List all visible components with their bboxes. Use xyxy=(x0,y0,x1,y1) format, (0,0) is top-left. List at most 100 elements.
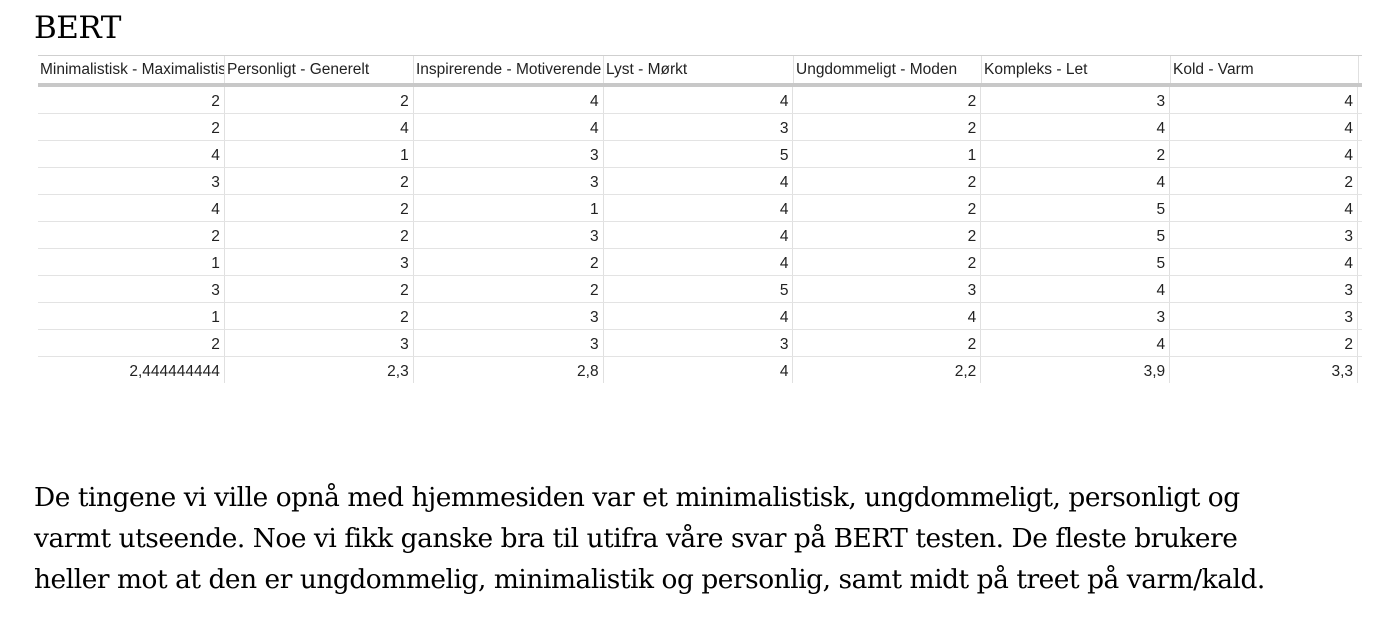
table-cell[interactable]: 4 xyxy=(604,168,794,194)
paragraph-line: De tingene vi ville opnå med hjemmesiden… xyxy=(34,482,1240,513)
table-cell[interactable]: 3 xyxy=(414,303,604,329)
table-cell[interactable]: 2 xyxy=(981,141,1171,167)
table-cell[interactable]: 4 xyxy=(981,276,1171,302)
paragraph-line: heller mot at den er ungdommelig, minima… xyxy=(34,564,1265,595)
table-cell[interactable]: 3 xyxy=(225,249,414,275)
table-cell[interactable]: 4 xyxy=(604,357,794,383)
table-cell[interactable]: 1 xyxy=(38,249,225,275)
table-cell[interactable]: 4 xyxy=(981,114,1171,140)
table-cell[interactable]: 2 xyxy=(793,195,982,221)
table-cell[interactable]: 4 xyxy=(414,87,604,113)
table-cell[interactable]: 4 xyxy=(1170,195,1359,221)
table-cell[interactable]: 2 xyxy=(38,114,225,140)
table-cell[interactable]: 4 xyxy=(414,114,604,140)
bert-results-table: Minimalistisk - Maximalistisk Personligt… xyxy=(38,55,1362,384)
column-header[interactable]: Kompleks - Let xyxy=(982,56,1171,83)
table-cell[interactable]: 5 xyxy=(604,276,794,302)
table-cell[interactable]: 3 xyxy=(1170,303,1359,329)
table-cell[interactable]: 2 xyxy=(225,195,414,221)
column-header[interactable]: Personligt - Generelt xyxy=(225,56,414,83)
table-cell[interactable]: 4 xyxy=(1170,249,1359,275)
table-cell[interactable]: 5 xyxy=(981,249,1171,275)
column-header[interactable]: Kold - Varm xyxy=(1171,56,1359,83)
table-cell[interactable]: 4 xyxy=(981,168,1171,194)
table-cell[interactable]: 5 xyxy=(981,195,1171,221)
table-cell[interactable]: 5 xyxy=(604,141,794,167)
table-cell[interactable]: 4 xyxy=(1170,141,1359,167)
table-cell[interactable]: 2 xyxy=(793,249,982,275)
table-cell[interactable]: 4 xyxy=(1170,87,1359,113)
table-cell[interactable]: 4 xyxy=(1170,114,1359,140)
table-cell[interactable]: 4 xyxy=(38,195,225,221)
table-cell[interactable]: 4 xyxy=(225,114,414,140)
table-cell[interactable]: 3 xyxy=(38,168,225,194)
table-cell[interactable]: 4 xyxy=(38,141,225,167)
table-cell[interactable]: 4 xyxy=(604,222,794,248)
column-header[interactable]: Lyst - Mørkt xyxy=(604,56,794,83)
table-cell[interactable]: 5 xyxy=(981,222,1171,248)
table-cell[interactable]: 1 xyxy=(38,303,225,329)
table-cell[interactable]: 2 xyxy=(793,222,982,248)
table-cell[interactable]: 3 xyxy=(981,87,1171,113)
table-cell[interactable]: 2 xyxy=(793,330,982,356)
table-cell[interactable]: 2 xyxy=(793,87,982,113)
column-header[interactable]: Ungdommeligt - Moden xyxy=(794,56,982,83)
table-cell[interactable]: 3 xyxy=(604,114,794,140)
table-cell[interactable]: 2 xyxy=(225,276,414,302)
table-cell[interactable]: 2 xyxy=(414,276,604,302)
table-cell[interactable]: 2 xyxy=(1170,168,1359,194)
table-cell[interactable]: 3 xyxy=(1170,222,1359,248)
table-cell-spacer xyxy=(1358,330,1362,356)
table-cell[interactable]: 2 xyxy=(225,222,414,248)
table-cell[interactable]: 2,2 xyxy=(793,357,982,383)
table-cell[interactable]: 2 xyxy=(225,303,414,329)
table-cell[interactable]: 3 xyxy=(414,141,604,167)
table-cell[interactable]: 4 xyxy=(604,87,794,113)
table-cell[interactable]: 3 xyxy=(793,276,982,302)
table-cell[interactable]: 2 xyxy=(38,87,225,113)
table-cell[interactable]: 4 xyxy=(793,303,982,329)
table-cell[interactable]: 2,3 xyxy=(225,357,414,383)
body-paragraph: De tingene vi ville opnå med hjemmesiden… xyxy=(34,477,1374,600)
table-cell[interactable]: 3 xyxy=(1170,276,1359,302)
table-cell-spacer xyxy=(1358,276,1362,302)
table-cell[interactable]: 2 xyxy=(414,249,604,275)
table-cell[interactable]: 2 xyxy=(793,114,982,140)
table-cell[interactable]: 3 xyxy=(981,303,1171,329)
table-cell[interactable]: 2 xyxy=(225,87,414,113)
table-cell[interactable]: 3,9 xyxy=(981,357,1171,383)
table-cell[interactable]: 4 xyxy=(981,330,1171,356)
column-header[interactable]: Inspirerende - Motiverende xyxy=(414,56,604,83)
table-cell[interactable]: 3 xyxy=(225,330,414,356)
table-cell[interactable]: 1 xyxy=(414,195,604,221)
table-cell[interactable]: 3 xyxy=(38,276,225,302)
table-cell[interactable]: 4 xyxy=(604,249,794,275)
column-header-spacer xyxy=(1359,56,1362,83)
table-cell[interactable]: 1 xyxy=(225,141,414,167)
table-cell[interactable]: 3 xyxy=(604,330,794,356)
table-cell[interactable]: 1 xyxy=(793,141,982,167)
table-cell[interactable]: 2,444444444 xyxy=(38,357,225,383)
table-cell[interactable]: 2 xyxy=(38,222,225,248)
table-cell[interactable]: 4 xyxy=(604,303,794,329)
table-cell[interactable]: 4 xyxy=(604,195,794,221)
table-cell[interactable]: 2 xyxy=(38,330,225,356)
table-cell[interactable]: 3 xyxy=(414,330,604,356)
table-cell-spacer xyxy=(1358,222,1362,248)
table-cell[interactable]: 2 xyxy=(793,168,982,194)
table-cell[interactable]: 3 xyxy=(414,222,604,248)
table-cell[interactable]: 3 xyxy=(414,168,604,194)
table-header-row: Minimalistisk - Maximalistisk Personligt… xyxy=(38,55,1362,87)
table-cell-spacer xyxy=(1358,249,1362,275)
table-cell[interactable]: 3,3 xyxy=(1170,357,1359,383)
table-cell[interactable]: 2 xyxy=(1170,330,1359,356)
column-header[interactable]: Minimalistisk - Maximalistisk xyxy=(38,56,225,83)
table-cell[interactable]: 2 xyxy=(225,168,414,194)
table-cell[interactable]: 2,8 xyxy=(414,357,604,383)
